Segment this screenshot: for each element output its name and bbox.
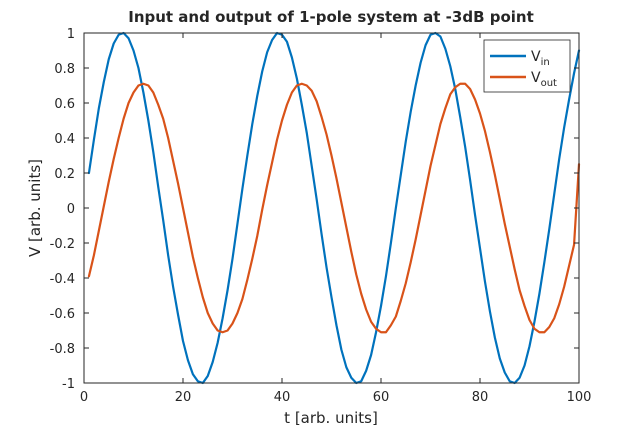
x-tick-label: 80 [472,390,489,405]
x-tick-label: 0 [80,390,88,405]
legend-label-vin-sub: in [541,57,550,68]
legend-label-vout-main: V [531,70,541,86]
x-axis-label: t [arb. units] [284,409,378,427]
y-tick-label: 0.4 [54,132,75,147]
y-tick-label: 0.8 [54,62,75,77]
y-tick-label: 0 [67,202,75,217]
series-line-in [87,31,581,385]
y-tick-label: -0.8 [50,342,75,357]
x-tick-label: 100 [567,390,592,405]
y-tick-label: 0.6 [54,97,75,112]
x-tick-label: 60 [373,390,390,405]
y-tick-label: -1 [62,377,75,392]
legend-label-vout: Vout [531,70,557,89]
x-tick-label: 40 [274,390,291,405]
x-tick-label: 20 [175,390,192,405]
legend-label-vout-sub: out [541,78,557,89]
y-tick-label: 1 [67,27,75,42]
legend-label-vin-main: V [531,49,541,65]
legend-box [483,39,571,93]
y-tick-label: 0.2 [54,167,75,182]
y-tick-label: -0.4 [50,272,75,287]
series-layer [87,31,581,385]
chart-title: Input and output of 1-pole system at -3d… [128,8,534,26]
legend: Vin Vout [483,39,571,93]
legend-label-vin: Vin [531,49,550,68]
ticks-layer: 0 20 40 60 80 100 -1 -0.8 -0.6 -0.4 -0.2 0 0.2 0.4 0.6… [50,27,592,405]
y-axis-label: V [arb. units] [26,159,44,257]
y-tick-label: -0.6 [50,307,75,322]
series-line-out [87,82,581,334]
y-tick-label: -0.2 [50,237,75,252]
